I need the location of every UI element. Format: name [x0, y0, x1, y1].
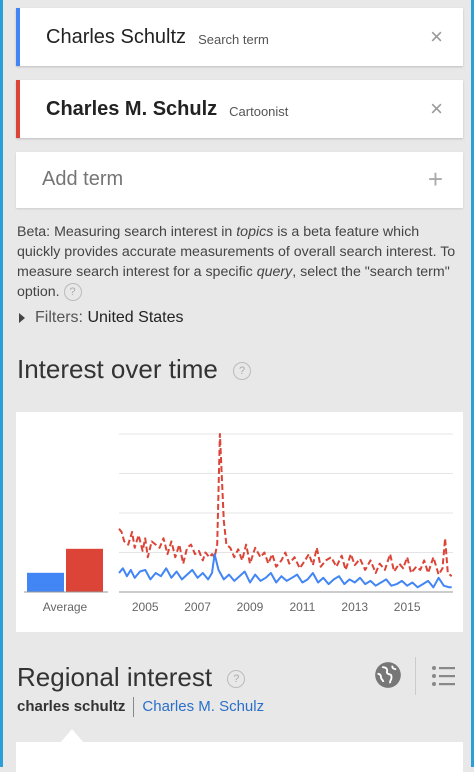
term-type: Cartoonist [229, 103, 289, 119]
beta-note: Beta: Measuring search interest in topic… [17, 222, 457, 302]
x-tick-label: 2011 [289, 600, 315, 614]
term-name: Charles Schultz [46, 25, 187, 48]
section-title-text: Regional interest [17, 662, 213, 692]
interest-chart: Average 2005 2007 2009 2011 2013 2015 [16, 412, 463, 632]
x-tick-label: 2013 [341, 600, 368, 614]
divider [133, 697, 135, 717]
x-tick-label: 2015 [394, 600, 421, 614]
help-icon[interactable]: ? [227, 670, 246, 689]
x-tick-label: 2009 [237, 600, 264, 614]
close-icon[interactable]: × [430, 96, 443, 121]
average-bar [66, 548, 103, 592]
filters-toggle[interactable]: Filters: United States [19, 309, 184, 327]
beta-text: Beta: Measuring search interest in [17, 224, 237, 240]
interest-over-time-title: Interest over time ? [17, 354, 252, 385]
add-term-input[interactable] [42, 168, 382, 191]
expand-triangle-icon [19, 312, 25, 323]
x-tick-label: 2005 [132, 600, 159, 614]
term-card-charles-m-schulz[interactable]: Charles M. Schulz Cartoonist × [16, 80, 463, 138]
regional-term-link[interactable]: Charles M. Schulz [142, 697, 265, 715]
tab-pointer [60, 729, 84, 743]
add-term-card[interactable]: + [16, 152, 463, 208]
term-name: Charles M. Schulz [46, 97, 218, 120]
average-bar [27, 572, 64, 592]
close-icon[interactable]: × [430, 24, 443, 49]
term-color-bar [16, 8, 20, 66]
plus-icon[interactable]: + [427, 164, 443, 194]
regional-map-card [16, 742, 463, 772]
filters-label: Filters: [35, 309, 83, 326]
beta-topics-text: topics [236, 224, 274, 240]
regional-term-active[interactable]: charles schultz [17, 697, 126, 715]
help-icon[interactable]: ? [63, 283, 82, 302]
regional-interest-title: Regional interest ? [17, 662, 246, 693]
beta-query-text: query [256, 264, 293, 280]
term-card-charles-schultz[interactable]: Charles Schultz Search term × [16, 8, 463, 66]
average-label: Average [43, 600, 88, 614]
series-line-charles-schultz [118, 553, 452, 589]
term-color-bar [16, 80, 20, 138]
interest-chart-svg: Average 2005 2007 2009 2011 2013 2015 [24, 433, 453, 614]
x-tick-label: 2007 [184, 600, 211, 614]
series-line-charles-m-schulz [118, 433, 453, 577]
regional-term-switch: charles schultz Charles M. Schulz [17, 697, 264, 717]
filters-value: United States [87, 309, 184, 326]
section-title-text: Interest over time [17, 354, 218, 384]
beta-text: , select the "search term" option. [17, 264, 450, 300]
globe-icon[interactable] [374, 661, 402, 689]
beta-text: is a beta feature which quickly provides… [17, 224, 456, 280]
help-icon[interactable]: ? [233, 362, 252, 381]
icon-divider [415, 657, 416, 695]
term-type: Search term [198, 31, 269, 47]
list-view-icon[interactable] [431, 664, 457, 688]
